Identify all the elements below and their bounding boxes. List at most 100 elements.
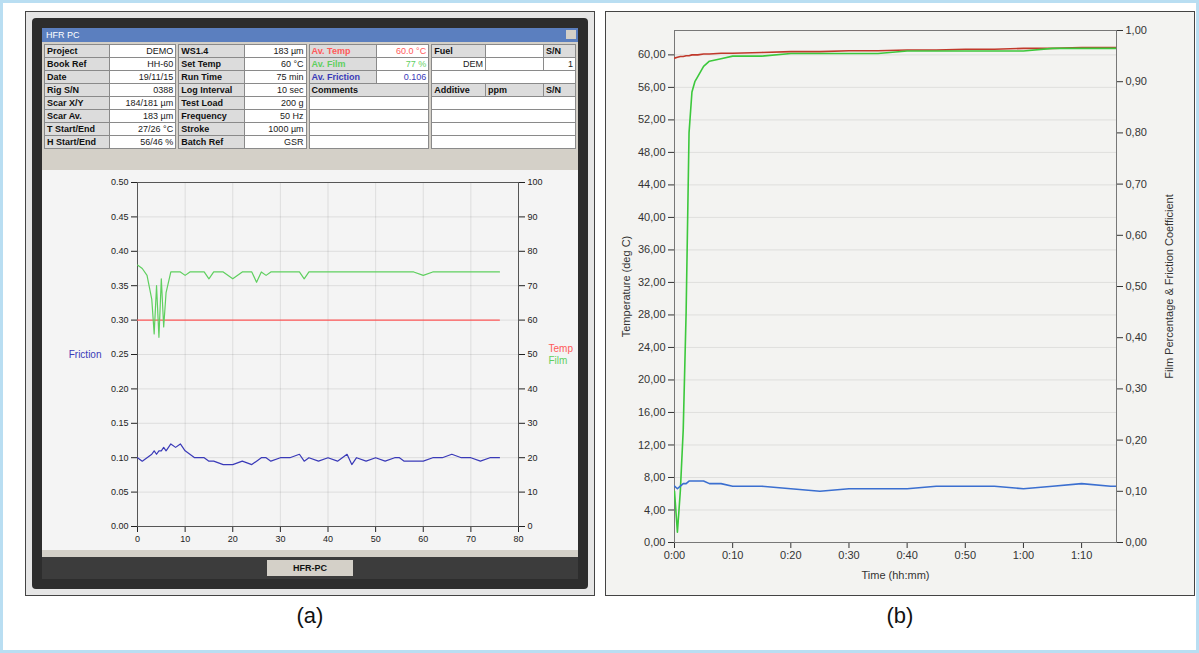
html-text:183 µm: 183 µm <box>273 46 304 56</box>
svg-text:Temp: Temp <box>549 343 574 354</box>
svg-text:0:20: 0:20 <box>780 549 801 561</box>
svg-text:0.05: 0.05 <box>111 487 129 497</box>
svg-text:1:10: 1:10 <box>1071 549 1092 561</box>
svg-text:28,00: 28,00 <box>638 308 666 320</box>
svg-text:40: 40 <box>528 384 538 394</box>
html-text:Project: Project <box>47 46 78 56</box>
svg-text:52,00: 52,00 <box>638 113 666 125</box>
svg-text:1:00: 1:00 <box>1013 549 1034 561</box>
svg-text:60: 60 <box>418 534 428 544</box>
svg-text:70: 70 <box>528 281 538 291</box>
svg-text:0.50: 0.50 <box>111 177 129 187</box>
svg-text:56,00: 56,00 <box>638 81 666 93</box>
html-text:Scar X/Y: Scar X/Y <box>47 98 84 108</box>
html-text:60 °C: 60 °C <box>281 59 304 69</box>
svg-text:Film Percentage & Friction Coe: Film Percentage & Friction Coefficient <box>1163 194 1175 378</box>
svg-text:0,40: 0,40 <box>1126 331 1147 343</box>
html-text:183 µm: 183 µm <box>143 111 174 121</box>
svg-text:0.30: 0.30 <box>111 315 129 325</box>
svg-text:40: 40 <box>323 534 333 544</box>
html-text:Scar Av.: Scar Av. <box>47 111 82 121</box>
svg-text:0:30: 0:30 <box>838 549 859 561</box>
svg-text:20,00: 20,00 <box>638 373 666 385</box>
svg-text:80: 80 <box>513 534 523 544</box>
svg-text:20: 20 <box>528 453 538 463</box>
svg-text:0.15: 0.15 <box>111 418 129 428</box>
svg-text:0,10: 0,10 <box>1126 485 1147 497</box>
svg-text:40,00: 40,00 <box>638 211 666 223</box>
svg-text:0,30: 0,30 <box>1126 382 1147 394</box>
svg-text:20: 20 <box>228 534 238 544</box>
svg-text:80: 80 <box>528 246 538 256</box>
svg-text:0:10: 0:10 <box>722 549 743 561</box>
svg-text:0.25: 0.25 <box>111 349 129 359</box>
html-text:Run Time: Run Time <box>181 72 223 82</box>
svg-text:0,60: 0,60 <box>1126 229 1147 241</box>
html-text:Log Interval: Log Interval <box>181 85 233 95</box>
html-text:(b): (b) <box>886 603 914 628</box>
svg-text:16,00: 16,00 <box>638 406 666 418</box>
svg-text:0,50: 0,50 <box>1126 280 1147 292</box>
svg-text:36,00: 36,00 <box>638 243 666 255</box>
svg-text:24,00: 24,00 <box>638 341 666 353</box>
svg-text:0.40: 0.40 <box>111 246 129 256</box>
svg-text:0,20: 0,20 <box>1126 434 1147 446</box>
html-text:Rig S/N: Rig S/N <box>47 85 79 95</box>
svg-text:0,80: 0,80 <box>1126 126 1147 138</box>
html-text:75 min: 75 min <box>276 72 304 82</box>
svg-text:44,00: 44,00 <box>638 178 666 190</box>
svg-text:0:50: 0:50 <box>955 549 976 561</box>
html-text:HH-60: HH-60 <box>147 59 174 69</box>
svg-text:10: 10 <box>180 534 190 544</box>
svg-text:1,00: 1,00 <box>1126 24 1147 36</box>
svg-text:Temperature (deg C): Temperature (deg C) <box>620 236 632 338</box>
svg-text:12,00: 12,00 <box>638 438 666 450</box>
svg-text:0.20: 0.20 <box>111 384 129 394</box>
svg-text:0: 0 <box>135 534 140 544</box>
svg-text:0,00: 0,00 <box>644 536 665 548</box>
svg-text:0,70: 0,70 <box>1126 178 1147 190</box>
svg-text:48,00: 48,00 <box>638 146 666 158</box>
html-text:0388: 0388 <box>153 85 174 95</box>
html-text:19/11/15: 19/11/15 <box>138 72 174 82</box>
html-text:Book Ref: Book Ref <box>47 59 87 69</box>
svg-text:60: 60 <box>528 315 538 325</box>
svg-text:0: 0 <box>528 521 533 531</box>
svg-text:50: 50 <box>528 349 538 359</box>
html-text:(a): (a) <box>296 603 324 628</box>
svg-text:0,90: 0,90 <box>1126 75 1147 87</box>
html-text:Date: Date <box>47 72 67 82</box>
html-text:27/26 °C: 27/26 °C <box>138 124 174 134</box>
html-text:H Start/End: H Start/End <box>47 137 96 147</box>
svg-text:0.45: 0.45 <box>111 212 129 222</box>
svg-text:30: 30 <box>528 418 538 428</box>
svg-text:4,00: 4,00 <box>644 504 665 516</box>
svg-text:8,00: 8,00 <box>644 471 665 483</box>
svg-text:90: 90 <box>528 212 538 222</box>
html-text:HFR PC: HFR PC <box>46 30 80 40</box>
svg-text:0:40: 0:40 <box>896 549 917 561</box>
svg-text:Friction: Friction <box>69 349 102 360</box>
html-text:10 sec: 10 sec <box>277 85 304 95</box>
svg-text:60,00: 60,00 <box>638 48 666 60</box>
svg-text:0.35: 0.35 <box>111 281 129 291</box>
html-text:DEMO: DEMO <box>146 46 174 56</box>
svg-text:0,00: 0,00 <box>1126 536 1147 548</box>
svg-text:32,00: 32,00 <box>638 276 666 288</box>
html-text:56/46 %: 56/46 % <box>140 137 174 147</box>
svg-text:100: 100 <box>528 177 543 187</box>
html-text:Set Temp: Set Temp <box>181 59 222 69</box>
svg-text:0.10: 0.10 <box>111 453 129 463</box>
svg-text:0.00: 0.00 <box>111 521 129 531</box>
svg-text:30: 30 <box>275 534 285 544</box>
html-text:T Start/End: T Start/End <box>47 124 95 134</box>
html-text:Test Load: Test Load <box>181 98 224 108</box>
svg-text:0:00: 0:00 <box>664 549 685 561</box>
svg-text:50: 50 <box>371 534 381 544</box>
svg-text:70: 70 <box>466 534 476 544</box>
html-text:184/181 µm: 184/181 µm <box>125 98 174 108</box>
svg-text:10: 10 <box>528 487 538 497</box>
svg-text:Time (hh:mm): Time (hh:mm) <box>861 569 929 581</box>
svg-text:Film: Film <box>549 355 568 366</box>
html-text:WS1.4: WS1.4 <box>181 46 209 56</box>
